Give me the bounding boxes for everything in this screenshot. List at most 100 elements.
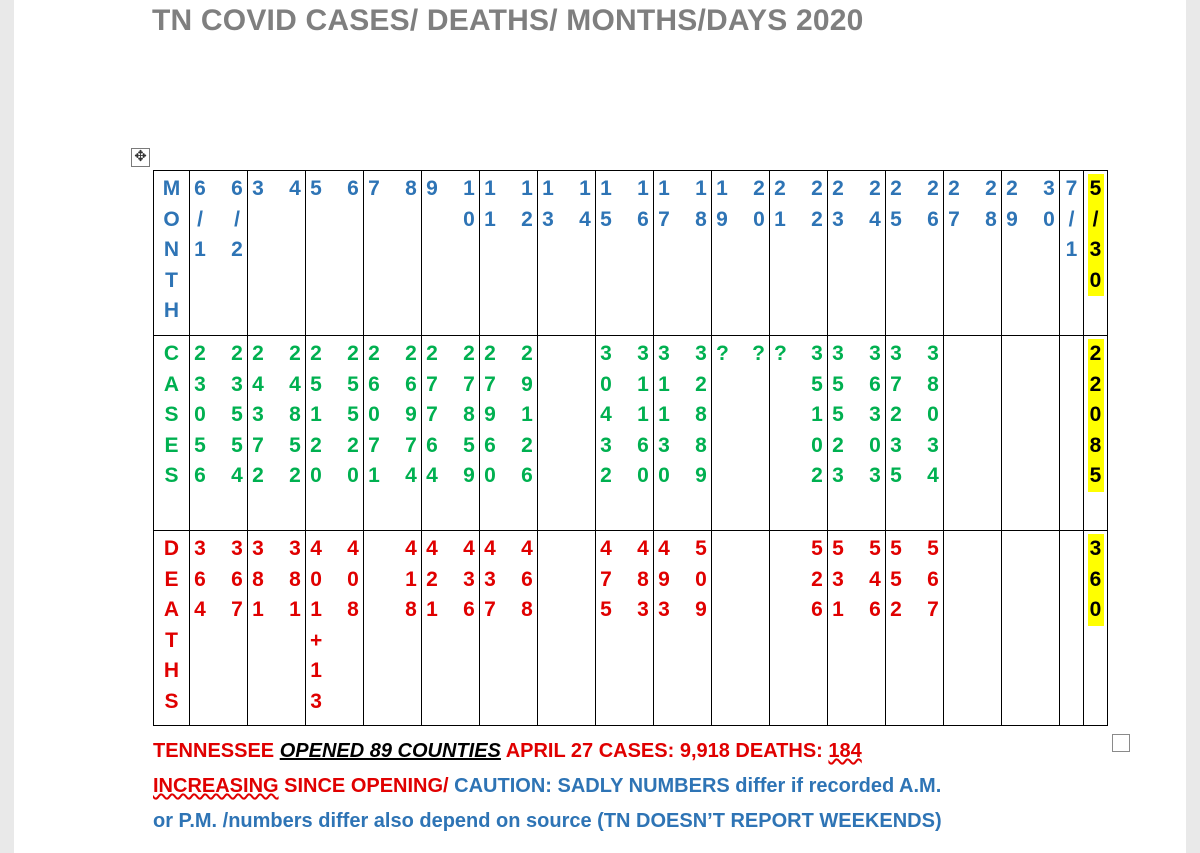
deaths-cell[interactable]: 4 0 1 +1 3 4 0 8: [305, 530, 364, 726]
cases-cell[interactable]: ? 3 5 1 0 2: [769, 335, 828, 531]
month-value: 6/2: [231, 177, 243, 261]
table-move-handle-icon[interactable]: ✥: [131, 148, 150, 167]
cases-value: ?: [752, 342, 765, 365]
footer-line-3: or P.M. /numbers differ also depend on s…: [153, 804, 1113, 839]
month-value: 5: [310, 177, 322, 200]
month-cell[interactable]: 7/1: [1059, 170, 1084, 336]
month-cell[interactable]: 5/3 0: [1083, 170, 1108, 336]
footer-april-stats: APRIL 27 CASES: 9,918 DEATHS:: [500, 740, 829, 762]
deaths-cell[interactable]: [711, 530, 770, 726]
footer-state: TENNESSEE: [153, 740, 275, 762]
footer-note: TENNESSEE OPENED 89 COUNTIES APRIL 27 CA…: [153, 734, 1113, 839]
month-value: 6/1: [194, 177, 206, 261]
cases-cell[interactable]: [1059, 335, 1084, 531]
month-value: 9: [426, 177, 438, 200]
deaths-cell[interactable]: [943, 530, 1002, 726]
month-value: 3: [252, 177, 264, 200]
cases-cell[interactable]: ??: [711, 335, 770, 531]
deaths-cell[interactable]: [1059, 530, 1084, 726]
cases-cell[interactable]: [943, 335, 1002, 531]
cases-value: ?: [716, 342, 729, 365]
cases-value: ?: [774, 342, 787, 365]
month-cell[interactable]: 6/1 6/2: [189, 170, 248, 336]
deaths-cell[interactable]: [1001, 530, 1060, 726]
deaths-value: 4 0 1 +1 3: [310, 537, 323, 713]
footer-line-1: TENNESSEE OPENED 89 COUNTIES APRIL 27 CA…: [153, 734, 1113, 769]
table-resize-handle-icon[interactable]: [1112, 734, 1130, 752]
footer-line-2: INCREASING SINCE OPENING/ CAUTION: SADLY…: [153, 769, 1113, 804]
deaths-cell[interactable]: [537, 530, 596, 726]
cases-cell[interactable]: [537, 335, 596, 531]
cases-cell[interactable]: [1001, 335, 1060, 531]
